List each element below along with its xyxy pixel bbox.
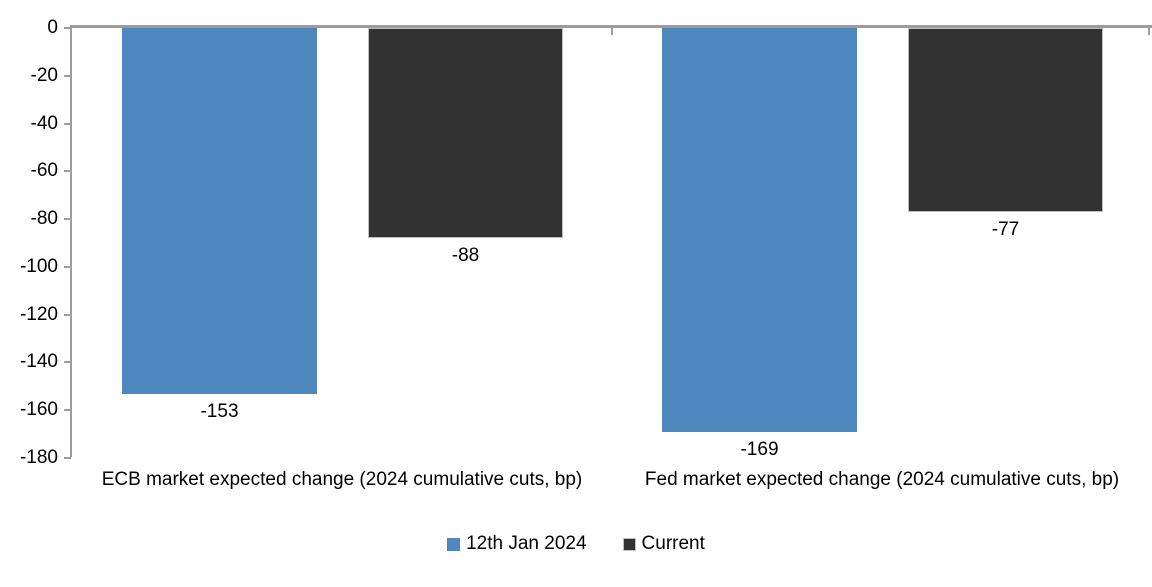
y-tick-mark — [64, 361, 71, 364]
y-tick-mark — [64, 122, 71, 125]
data-label-current-ecb: -88 — [451, 245, 480, 267]
y-tick-mark — [64, 170, 71, 173]
y-tick-mark — [64, 27, 71, 29]
y-tick-mark — [64, 265, 71, 268]
y-tick-mark — [64, 457, 71, 459]
y-tick-label: -40 — [30, 112, 58, 134]
y-tick-label: -20 — [30, 64, 58, 86]
data-label-12th-jan-2024-fed: -169 — [740, 438, 779, 460]
category-label-fed: Fed market expected change (2024 cumulat… — [644, 469, 1120, 490]
legend-item-current: Current — [622, 533, 705, 555]
bar-current-ecb — [368, 28, 563, 239]
y-tick-label: -120 — [19, 303, 58, 325]
y-axis-line — [70, 25, 72, 457]
legend-label: Current — [641, 533, 705, 554]
bar-current-fed — [908, 28, 1103, 212]
category-tick-mark — [611, 28, 613, 35]
legend-label: 12th Jan 2024 — [466, 533, 587, 554]
y-tick-label: -100 — [19, 255, 58, 277]
bar-12th-jan-2024-fed — [662, 28, 857, 432]
data-label-12th-jan-2024-ecb: -153 — [200, 400, 239, 422]
y-tick-label: -60 — [30, 160, 58, 182]
y-tick-label: 0 — [47, 17, 58, 38]
legend-swatch-icon — [622, 537, 636, 551]
y-tick-label: -180 — [19, 447, 58, 468]
bar-12th-jan-2024-ecb — [122, 28, 317, 394]
y-tick-mark — [64, 74, 71, 77]
category-tick-mark — [1148, 28, 1150, 35]
y-tick-mark — [64, 218, 71, 221]
y-tick-mark — [64, 409, 71, 412]
legend-item-12th-jan-2024: 12th Jan 2024 — [447, 533, 587, 555]
category-label-ecb: ECB market expected change (2024 cumulat… — [101, 469, 583, 490]
data-label-current-fed: -77 — [991, 218, 1020, 240]
legend: 12th Jan 2024 Current — [0, 533, 1152, 555]
y-tick-label: -160 — [19, 399, 58, 421]
y-tick-label: -80 — [30, 208, 58, 230]
y-tick-mark — [64, 313, 71, 316]
legend-swatch-icon — [447, 537, 461, 551]
zero-axis-line — [70, 25, 1152, 28]
y-tick-label: -140 — [19, 351, 58, 373]
